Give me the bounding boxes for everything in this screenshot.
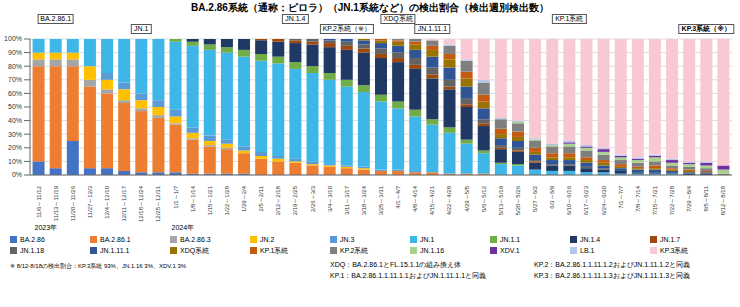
svg-text:11/6～11/12: 11/6～11/12 — [36, 185, 42, 217]
svg-text:3/4～3/10: 3/4～3/10 — [327, 185, 333, 212]
svg-text:12/11～12/17: 12/11～12/17 — [121, 185, 127, 221]
svg-text:12/18～12/24: 12/18～12/24 — [138, 185, 144, 222]
html-text:BA.2.86.1: BA.2.86.1 — [100, 236, 131, 243]
svg-text:2/19～2/25: 2/19～2/25 — [292, 185, 298, 215]
html-text:JN.1.4: JN.1.4 — [580, 236, 601, 243]
svg-text:1/22～1/28: 1/22～1/28 — [224, 185, 230, 215]
svg-text:7/22～7/28: 7/22～7/28 — [669, 185, 675, 215]
svg-text:12/4～12/10: 12/4～12/10 — [104, 185, 110, 218]
html-text:JN.3: JN.3 — [340, 236, 355, 243]
svg-text:100%: 100% — [8, 35, 22, 42]
html-text:KP.3：BA.2.86.1.1.11.1.3およびJN.1: KP.3：BA.2.86.1.1.11.1.3およびJN.1.11.1.3と同義 — [534, 272, 690, 279]
html-text:BA.2.86.3: BA.2.86.3 — [180, 236, 211, 243]
svg-text:6/3～6/9: 6/3～6/9 — [549, 185, 555, 208]
html-text:BA.2.86系統（通称：ピロラ）（JN.1系統など）の検出: BA.2.86系統（通称：ピロラ）（JN.1系統など）の検出割合（検出週別検出数… — [191, 2, 549, 13]
svg-text:1/29～2/4: 1/29～2/4 — [241, 185, 247, 212]
svg-text:4/15～4/21: 4/15～4/21 — [429, 185, 435, 215]
html-text:BA.2.86.1: BA.2.86.1 — [40, 15, 71, 22]
html-text:KP.1：BA.2.86.1.1.11.1.1およびJN.1: KP.1：BA.2.86.1.1.11.1.1およびJN.1.11.1.1と同義 — [330, 272, 486, 279]
svg-text:5/6～5/12: 5/6～5/12 — [481, 185, 487, 212]
svg-text:4/8～4/14: 4/8～4/14 — [412, 185, 418, 212]
html-text:JN.1.11.1: JN.1.11.1 — [417, 25, 448, 32]
svg-text:11/20～11/26: 11/20～11/26 — [70, 185, 76, 221]
html-text:KP.2系統（※）: KP.2系統（※） — [322, 25, 371, 32]
html-text:JN.1.11.1: JN.1.11.1 — [100, 247, 130, 254]
html-text:JN.1: JN.1 — [420, 236, 435, 243]
svg-text:80%: 80% — [8, 63, 22, 70]
html-text:※ 8/12-8/18の検出割合：KP.3系統 93%、JN: ※ 8/12-8/18の検出割合：KP.3系統 93%、JN.1.16 3%、X… — [10, 263, 187, 269]
svg-text:2/26～3/3: 2/26～3/3 — [310, 185, 316, 212]
html-text:2024年: 2024年 — [171, 224, 195, 231]
html-text:KP.3系統（※）: KP.3系統（※） — [681, 25, 731, 32]
svg-text:1/15～1/21: 1/15～1/21 — [207, 185, 213, 215]
html-text:XDQ：BA.2.86.1とFL.15.1.1の組み換え体: XDQ：BA.2.86.1とFL.15.1.1の組み換え体 — [330, 261, 462, 268]
svg-text:10%: 10% — [8, 158, 22, 165]
svg-text:7/1～7/7: 7/1～7/7 — [618, 185, 624, 208]
svg-text:0%: 0% — [12, 171, 22, 178]
html-text:JN.1.1: JN.1.1 — [500, 236, 521, 243]
svg-text:2/12～2/18: 2/12～2/18 — [275, 185, 281, 215]
svg-text:8/12～8/18: 8/12～8/18 — [720, 185, 726, 215]
svg-text:4/29～5/5: 4/29～5/5 — [464, 185, 470, 212]
svg-text:7/29～8/4: 7/29～8/4 — [686, 185, 692, 212]
html-text:BA.2.86: BA.2.86 — [20, 236, 45, 243]
html-text:XDQ系統: XDQ系統 — [180, 247, 210, 254]
svg-text:8/5～8/11: 8/5～8/11 — [703, 185, 709, 211]
svg-text:7/15～7/21: 7/15～7/21 — [652, 185, 658, 215]
svg-text:5/27～6/2: 5/27～6/2 — [532, 185, 538, 212]
svg-text:6/10～6/16: 6/10～6/16 — [566, 185, 572, 215]
svg-text:5/20～5/26: 5/20～5/26 — [515, 185, 521, 215]
html-text:JN.1.18: JN.1.18 — [20, 247, 45, 254]
svg-text:70%: 70% — [8, 76, 22, 83]
html-text:XDQ系統: XDQ系統 — [383, 15, 413, 22]
svg-text:50%: 50% — [8, 103, 22, 110]
svg-text:11/27～12/3: 11/27～12/3 — [87, 185, 93, 218]
html-text:XDV.1: XDV.1 — [500, 247, 520, 254]
html-text:KP.1系統: KP.1系統 — [260, 247, 289, 254]
html-text:JN.1.4: JN.1.4 — [285, 15, 306, 22]
svg-text:7/8～7/14: 7/8～7/14 — [635, 185, 641, 212]
svg-text:40%: 40% — [8, 117, 22, 124]
html-text:2023年: 2023年 — [34, 224, 58, 231]
html-text:JN.1.7: JN.1.7 — [660, 236, 681, 243]
svg-text:3/11～3/17: 3/11～3/17 — [344, 185, 350, 215]
svg-text:60%: 60% — [8, 90, 22, 97]
svg-text:4/22～4/28: 4/22～4/28 — [446, 185, 452, 215]
svg-text:3/25～3/31: 3/25～3/31 — [378, 185, 384, 215]
html-text:JN.2: JN.2 — [260, 236, 275, 243]
svg-text:4/1～4/7: 4/1～4/7 — [395, 185, 401, 208]
html-text:JN.1.16: JN.1.16 — [420, 247, 445, 254]
svg-text:1/1～1/7: 1/1～1/7 — [173, 185, 179, 208]
html-text:KP.2：BA.2.86.1.1.11.1.2およびJN.1: KP.2：BA.2.86.1.1.11.1.2およびJN.1.11.1.2と同義 — [534, 261, 690, 268]
svg-text:30%: 30% — [8, 131, 22, 138]
svg-text:12/25～12/31: 12/25～12/31 — [155, 185, 161, 222]
svg-text:20%: 20% — [8, 144, 22, 151]
svg-text:2/5～2/11: 2/5～2/11 — [258, 185, 264, 211]
svg-text:6/17～6/23: 6/17～6/23 — [583, 185, 589, 215]
svg-text:90%: 90% — [8, 49, 22, 56]
html-text:JN.1: JN.1 — [134, 25, 149, 32]
html-text:LB.1: LB.1 — [580, 247, 595, 254]
html-text:KP.1系統: KP.1系統 — [555, 15, 584, 22]
svg-text:6/24～6/30: 6/24～6/30 — [601, 185, 607, 215]
svg-text:1/8～1/14: 1/8～1/14 — [190, 185, 196, 212]
svg-text:5/13～5/19: 5/13～5/19 — [498, 185, 504, 215]
svg-text:11/13～11/19: 11/13～11/19 — [53, 185, 59, 221]
html-text:KP.3系統: KP.3系統 — [660, 247, 689, 254]
html-text:KP.2系統: KP.2系統 — [340, 247, 369, 254]
svg-text:3/18～3/24: 3/18～3/24 — [361, 185, 367, 215]
